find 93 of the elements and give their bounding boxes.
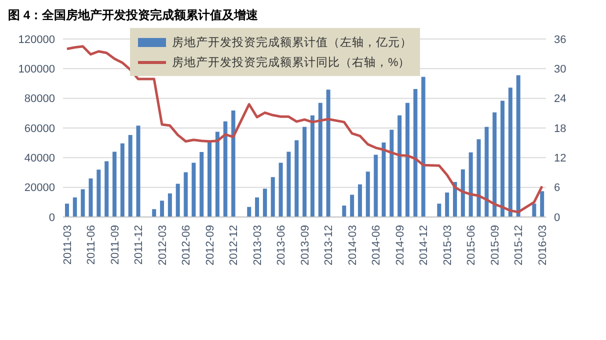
bar [262,188,267,217]
y-tick-label: 80000 [24,93,55,106]
x-tick-label: 2013-09 [299,225,312,266]
bar [294,140,299,217]
bar [437,204,442,217]
bar [247,206,252,217]
bar [286,152,291,217]
y2-tick-label: 0 [554,212,560,224]
x-tick-label: 2014-09 [394,225,406,266]
bar [421,76,426,217]
x-tick-label: 2015-06 [466,225,478,266]
bar [326,90,330,217]
x-tick-label: 2013-12 [323,225,336,266]
bar [278,162,283,217]
y-tick-label: 100000 [18,64,55,76]
x-tick-label: 2016-03 [536,225,549,266]
bar [136,126,140,217]
bar [445,192,450,217]
y-tick-label: 60000 [24,122,55,135]
bar [302,126,307,217]
bar [500,100,504,217]
bar [65,204,69,217]
x-tick-label: 2011-09 [109,225,122,265]
x-tick-label: 2012-09 [204,225,216,266]
bar [168,193,172,217]
y2-tick-label: 18 [554,122,566,135]
bar [88,178,93,217]
bar [104,161,109,217]
bar [374,154,378,217]
bar [152,209,156,217]
bar [231,110,236,217]
x-tick-label: 2012-03 [156,225,169,266]
bar [342,206,346,217]
x-tick-label: 2012-06 [180,225,193,266]
bar [468,152,473,217]
bar [350,194,354,217]
y2-tick-label: 36 [554,34,566,46]
bar [255,197,260,217]
x-tick-label: 2015-03 [442,225,454,266]
x-tick-label: 2013-06 [276,225,288,266]
bar [120,143,124,217]
bar [310,115,314,217]
bar [508,88,512,217]
y2-tick-label: 24 [554,93,566,106]
bar [80,189,85,217]
x-tick-label: 2014-03 [346,225,359,266]
bar [184,172,188,217]
bar [200,152,204,217]
bar [405,102,410,217]
y-tick-label: 0 [48,212,55,224]
bar [460,169,465,217]
bar [358,184,362,217]
bar [112,152,117,217]
bar [484,126,489,217]
x-tick-label: 2012-12 [228,225,240,266]
bar [413,88,418,217]
bar [516,75,520,217]
bar [160,200,164,217]
y2-tick-label: 6 [554,182,560,194]
bar [270,177,275,217]
legend-label: 房地产开发投资完成额累计同比（右轴，%） [172,55,410,70]
y2-tick-label: 12 [554,152,566,165]
x-tick-label: 2011-12 [133,225,146,265]
x-tick-label: 2013-03 [252,225,264,266]
bar [492,112,497,217]
y-tick-label: 120000 [18,34,55,46]
x-tick-label: 2014-12 [418,225,430,266]
bar [128,134,132,217]
bar [398,115,402,217]
bar [208,142,212,217]
bar [96,170,101,217]
bar [390,130,394,217]
bar [476,139,481,217]
y2-tick-label: 30 [554,64,566,76]
legend-label: 房地产开发投资完成额累计值（左轴，亿元） [172,35,412,50]
x-tick-label: 2015-09 [489,225,502,266]
y-tick-label: 20000 [24,182,55,194]
bar [540,191,544,217]
x-tick-label: 2011-03 [62,225,74,265]
y-tick-label: 40000 [24,152,55,165]
bar [192,162,196,217]
bar [223,121,228,217]
bar [382,142,386,217]
bar [72,197,77,217]
x-tick-label: 2015-12 [513,225,526,266]
bar [318,102,322,217]
bar [176,184,180,217]
chart-title: 图 4：全国房地产开发投资完成额累计值及增速 [8,8,260,24]
x-tick-label: 2014-06 [370,225,383,266]
bar [215,132,220,217]
x-tick-label: 2011-06 [86,225,98,265]
bar [532,204,536,217]
bar [366,172,370,217]
